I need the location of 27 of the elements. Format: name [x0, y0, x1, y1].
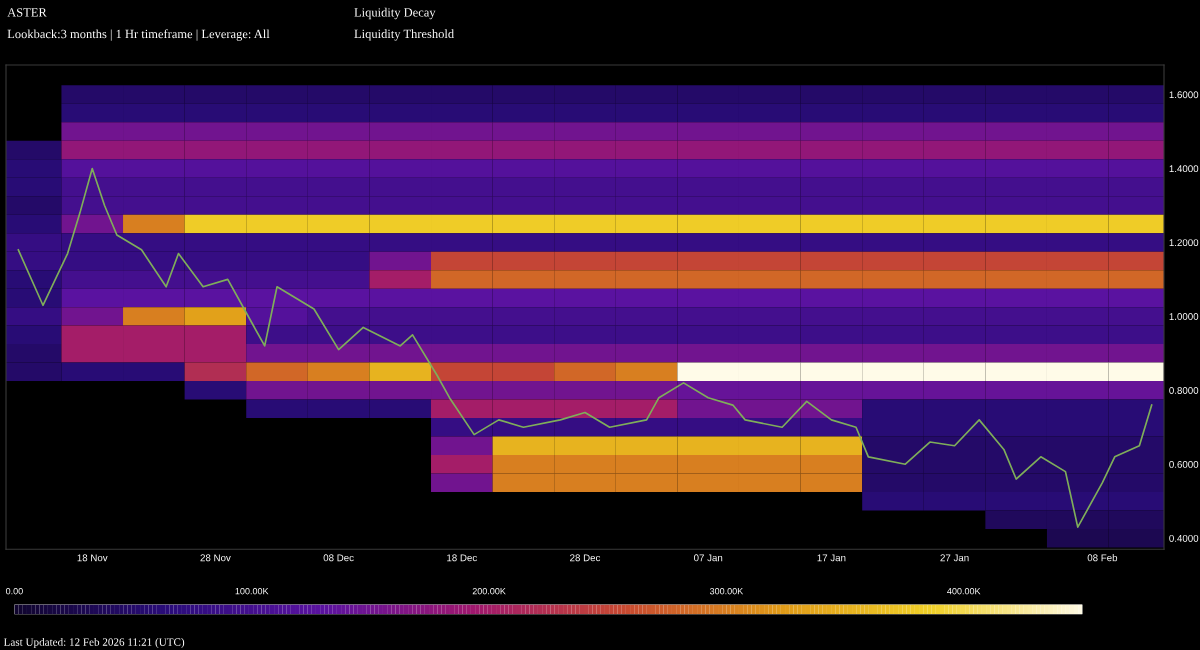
x-tick-label: 08 Feb: [1087, 554, 1118, 562]
color-bar-label: 300.00K: [709, 587, 744, 595]
color-bar-label: 200.00K: [472, 587, 506, 595]
y-tick-label: 1.6000: [1169, 91, 1199, 99]
y-tick-label: 1.2000: [1169, 239, 1199, 247]
y-tick-label: 0.4000: [1169, 534, 1199, 542]
color-bar-label: 400.00K: [947, 587, 981, 595]
x-tick-label: 07 Jan: [693, 554, 723, 562]
x-tick-label: 08 Dec: [323, 554, 354, 562]
text: Last Updated: 12 Feb 2026 11:21 (UTC): [3, 637, 185, 649]
color-bar-label: 0.00: [5, 587, 23, 595]
x-tick-label: 18 Nov: [77, 554, 108, 562]
x-tick-label: 28 Dec: [570, 554, 601, 562]
chart-title: ASTER: [7, 8, 47, 17]
line-series: [17, 167, 1153, 528]
text: Liquidity Threshold: [354, 29, 454, 41]
x-tick-label: 17 Jan: [817, 554, 846, 562]
x-tick-label: 28 Nov: [200, 554, 231, 562]
x-tick-label: 18 Dec: [447, 554, 477, 562]
y-tick-label: 0.8000: [1169, 387, 1199, 394]
text: Liquidity Decay: [354, 7, 436, 20]
y-tick-label: 1.0000: [1169, 313, 1199, 320]
y-tick-label: 0.6000: [1169, 460, 1199, 468]
x-tick-label: 27 Jan: [940, 554, 969, 562]
y-tick-label: 1.4000: [1169, 165, 1199, 173]
text: Lookback:3 months | 1 Hr timeframe | Leverage: All: [7, 29, 270, 41]
color-bar-label: 100.00K: [235, 587, 269, 595]
